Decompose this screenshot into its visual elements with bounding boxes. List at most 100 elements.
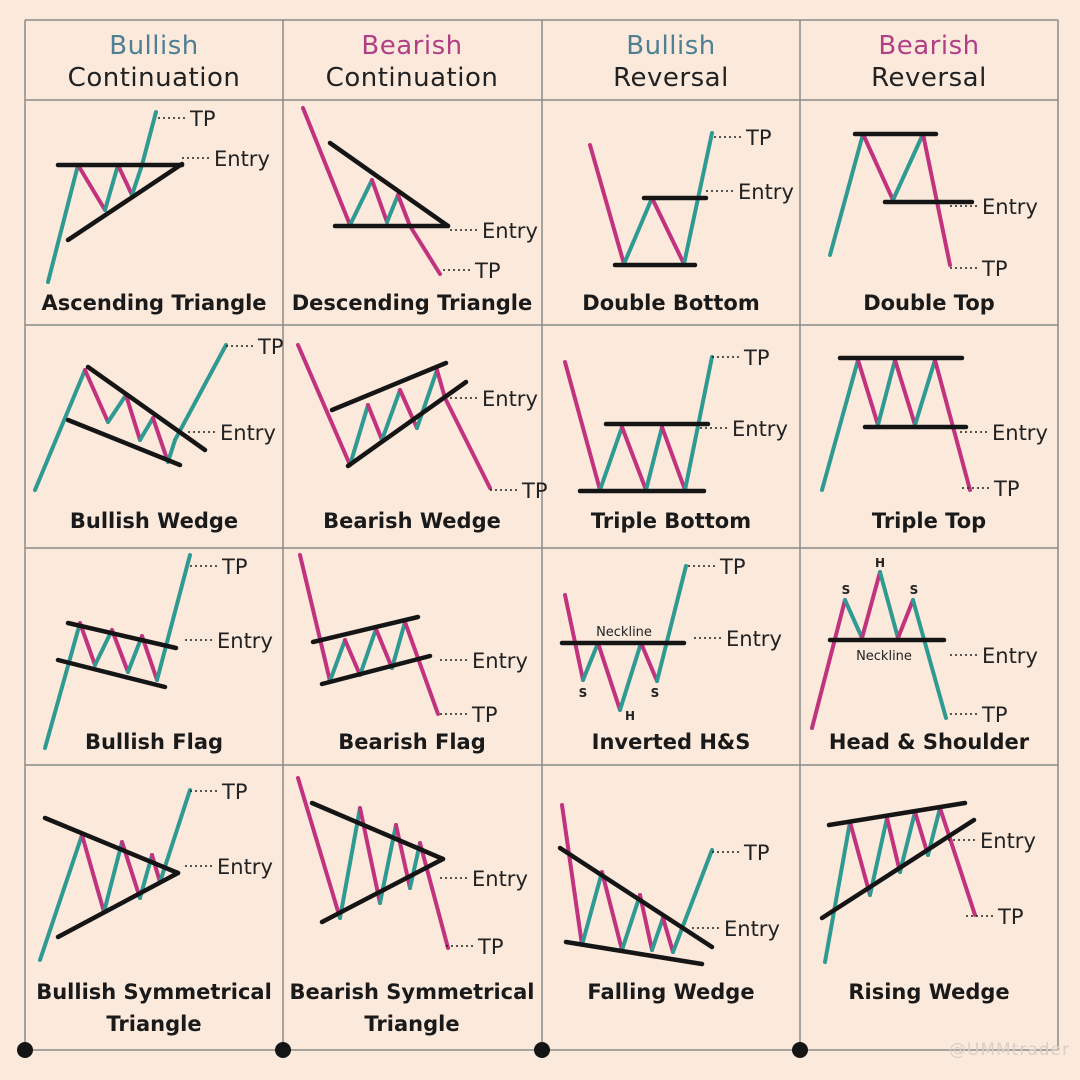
price-segment xyxy=(891,132,925,202)
price-segment xyxy=(78,621,97,667)
pattern-caption: Bearish Flag xyxy=(338,730,486,754)
price-segment xyxy=(876,358,897,427)
price-segment xyxy=(398,388,419,430)
tp-label: TP xyxy=(477,935,504,959)
price-segment xyxy=(638,893,654,952)
pattern-caption: Bullish Symmetrical Triangle xyxy=(36,980,272,1036)
wedge-lower-line xyxy=(345,379,469,469)
pattern-caption: Double Bottom xyxy=(582,291,760,315)
shoulder-marker: S xyxy=(579,686,588,700)
entry-label: Entry xyxy=(220,421,276,445)
price-segment xyxy=(110,628,130,674)
price-segment xyxy=(151,416,170,464)
shoulder-marker: S xyxy=(842,583,851,597)
header-type: Continuation xyxy=(325,63,499,93)
trend-down-segment xyxy=(301,106,352,227)
pattern-caption: Bullish Wedge xyxy=(69,509,239,533)
trend-down-segment xyxy=(296,776,342,920)
price-segment xyxy=(138,416,155,442)
tp-label: TP xyxy=(997,905,1024,929)
trend-up-segment xyxy=(820,358,860,492)
column-header-1: Bullish Continuation xyxy=(25,30,283,94)
breakdown-segment xyxy=(403,620,440,716)
price-segment xyxy=(938,806,977,917)
grid-dot xyxy=(17,1042,33,1058)
price-segment xyxy=(644,425,664,492)
column-header-4: Bearish Reversal xyxy=(800,30,1058,94)
price-segment xyxy=(600,870,624,952)
price-segment xyxy=(661,916,675,954)
price-segment xyxy=(102,840,124,914)
price-segment xyxy=(620,893,642,952)
tp-label: TP xyxy=(257,335,284,359)
price-segment xyxy=(103,163,120,212)
price-segment xyxy=(660,425,687,492)
price-segment xyxy=(898,810,917,874)
price-segment xyxy=(415,368,439,430)
trend-up-segment xyxy=(43,621,82,750)
trend-down-segment xyxy=(298,553,332,683)
pattern-caption: Bearish Wedge xyxy=(323,509,501,533)
price-segment xyxy=(126,634,144,674)
entry-label: Entry xyxy=(472,649,528,673)
shoulder-marker: S xyxy=(651,686,660,700)
wedge-upper-line xyxy=(329,360,449,413)
pattern-caption: Inverted H&S xyxy=(591,730,751,754)
entry-label: Entry xyxy=(472,867,528,891)
price-segment xyxy=(650,196,686,266)
price-segment xyxy=(396,193,412,228)
price-segment xyxy=(856,358,880,427)
price-segment xyxy=(106,393,128,424)
neckline-text: Neckline xyxy=(596,625,652,640)
price-segment xyxy=(896,598,915,640)
entry-label: Entry xyxy=(982,644,1038,668)
price-segment xyxy=(130,163,144,197)
price-segment xyxy=(343,638,362,677)
tp-label: TP xyxy=(743,841,770,865)
head-marker: H xyxy=(625,709,635,723)
watermark: @UMMtrader xyxy=(948,1040,1070,1060)
entry-label: Entry xyxy=(482,219,538,243)
price-segment xyxy=(655,564,688,683)
entry-label: Entry xyxy=(214,147,270,171)
entry-label: Entry xyxy=(726,627,782,651)
price-segment xyxy=(150,853,162,884)
pattern-caption: Bearish Symmetrical Triangle xyxy=(289,980,535,1036)
triangle-upper-line xyxy=(42,815,181,876)
tp-label: TP xyxy=(221,555,248,579)
price-segment xyxy=(370,178,389,224)
falling-resistance-line xyxy=(327,140,451,229)
price-segment xyxy=(358,627,378,677)
breakdown-segment xyxy=(443,396,492,490)
pattern-caption: Rising Wedge xyxy=(848,980,1010,1004)
trend-up-segment xyxy=(38,833,84,962)
price-segment xyxy=(913,358,937,427)
flag-lower-line xyxy=(319,653,433,687)
price-segment xyxy=(358,806,382,905)
price-segment xyxy=(380,388,402,442)
price-segment xyxy=(913,810,930,857)
pattern-caption: Falling Wedge xyxy=(587,980,755,1004)
triangle-upper-line xyxy=(309,800,446,862)
flag-upper-line xyxy=(65,620,179,651)
entry-label: Entry xyxy=(217,629,273,653)
price-segment xyxy=(563,593,585,682)
header-type: Reversal xyxy=(871,63,987,93)
price-segment xyxy=(140,634,159,682)
price-segment xyxy=(338,806,362,920)
price-segment xyxy=(843,598,864,640)
trend-up-segment xyxy=(810,598,847,730)
price-segment xyxy=(911,598,948,720)
price-segment xyxy=(560,803,584,947)
price-segment xyxy=(598,425,624,492)
price-segment xyxy=(868,816,889,897)
tp-label: TP xyxy=(743,346,770,370)
price-segment xyxy=(860,570,882,640)
price-segment xyxy=(878,570,900,640)
shoulder-marker: S xyxy=(910,583,919,597)
breakout-segment xyxy=(155,553,192,682)
price-segment xyxy=(596,641,622,712)
pattern-caption: Bullish Flag xyxy=(84,730,224,754)
price-segment xyxy=(83,368,110,424)
